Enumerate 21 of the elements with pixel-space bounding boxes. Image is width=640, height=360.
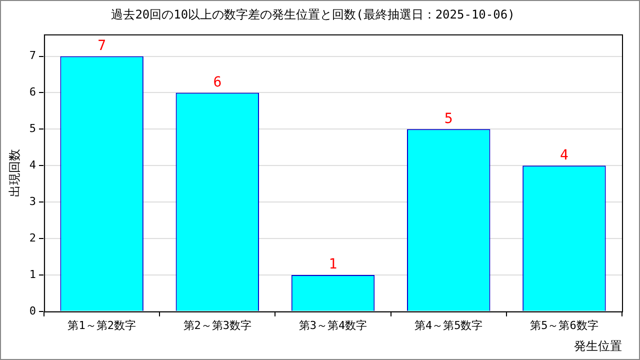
y-tick-label: 1 (29, 268, 36, 281)
chart-title: 過去20回の10以上の数字差の発生位置と回数(最終抽選日：2025-10-06) (111, 7, 515, 22)
x-axis-title: 発生位置 (574, 338, 622, 353)
x-tick-label: 第5～第6数字 (530, 318, 598, 332)
y-tick-label: 5 (29, 122, 36, 136)
data-label: 4 (560, 147, 568, 164)
data-label: 7 (98, 38, 106, 54)
y-tick-label: 7 (29, 49, 36, 62)
x-tick-label: 第1～第2数字 (68, 318, 136, 332)
y-tick-label: 0 (29, 304, 36, 318)
y-tick-label: 2 (29, 231, 36, 244)
data-label: 6 (213, 74, 222, 90)
y-tick-label: 4 (29, 158, 36, 172)
x-tick-label: 第4～第5数字 (414, 318, 483, 332)
data-label: 5 (444, 110, 453, 127)
y-axis-title: 出現回数 (7, 148, 22, 197)
x-tick-label: 第2～第3数字 (183, 318, 252, 332)
data-label: 1 (328, 256, 338, 273)
y-tick-label: 6 (29, 86, 36, 99)
y-tick-label: 3 (29, 194, 36, 208)
x-tick-label: 第3～第4数字 (298, 318, 368, 332)
